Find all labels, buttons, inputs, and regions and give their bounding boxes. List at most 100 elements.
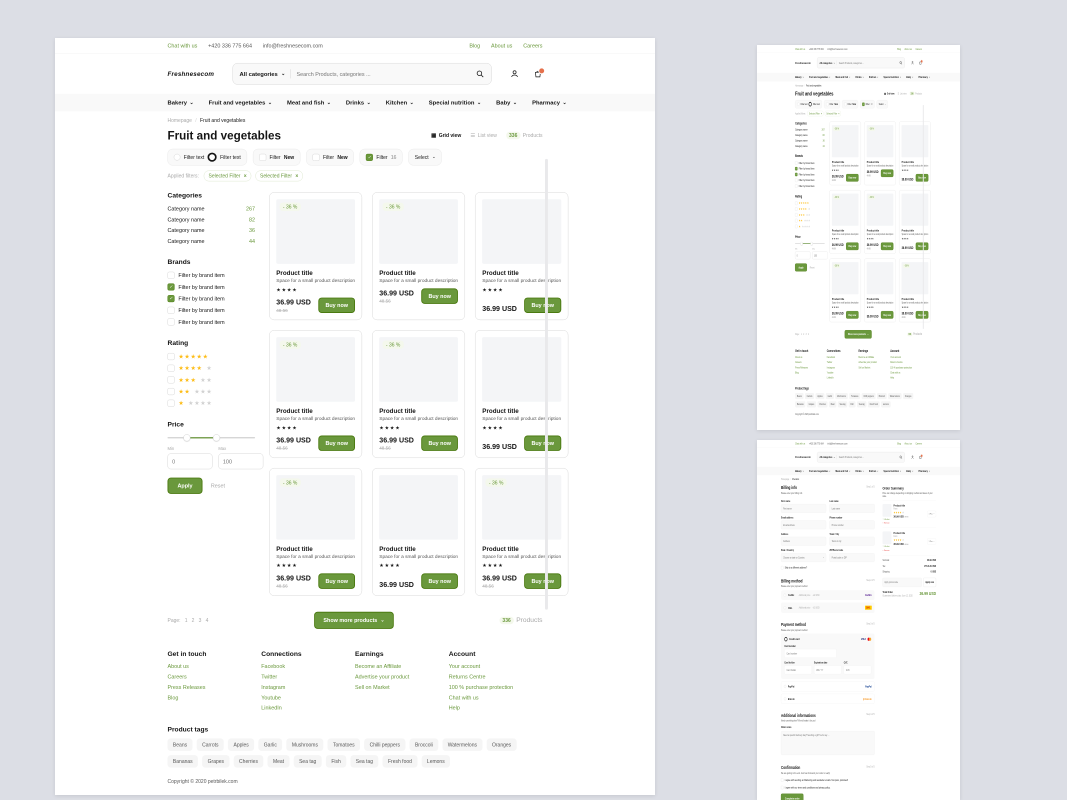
chat-with-us-link[interactable]: Chat with us (795, 47, 806, 51)
product-tag[interactable]: Fresh food (382, 755, 418, 768)
product-tag[interactable]: Cherries (233, 755, 264, 768)
page-number[interactable]: 1 (800, 332, 802, 336)
product-title[interactable]: Product title (901, 160, 914, 164)
buy-now-button[interactable]: Buy now (915, 173, 929, 182)
topbar-link[interactable]: Careers (523, 42, 543, 49)
checkbox-icon[interactable] (795, 178, 798, 183)
checkbox-checked-icon[interactable] (862, 102, 865, 106)
price-range-slider[interactable] (167, 434, 256, 442)
product-tag[interactable]: Fish (848, 401, 856, 408)
checkbox-icon[interactable] (795, 213, 798, 217)
category-filter-item[interactable]: Category name 44 (168, 238, 256, 244)
product-card[interactable]: - 36 % Product title Space for a small p… (475, 468, 569, 596)
footer-link[interactable]: Press Releases (167, 683, 206, 691)
text-input[interactable] (780, 504, 827, 513)
product-tag[interactable]: Tomatoes (327, 738, 361, 751)
rating-filter-item[interactable]: ★★★★ ★ (167, 364, 256, 372)
logo[interactable]: Freshnesecom (795, 455, 811, 459)
rating-filter-item[interactable]: ★★ ★★★ (795, 218, 825, 223)
phone-number[interactable]: +420 336 775 664 (808, 442, 824, 446)
close-icon[interactable]: × (820, 112, 822, 115)
nav-item[interactable]: Kitchen (386, 99, 414, 106)
radio-off-icon[interactable] (173, 153, 181, 161)
product-card[interactable]: - 36 % Product title Space for a small p… (269, 192, 363, 321)
apply-promo-button[interactable]: Apply now (923, 577, 937, 587)
buy-now-button[interactable]: Buy now (846, 310, 859, 319)
nav-item[interactable]: Meat and fish (287, 99, 331, 106)
page-number[interactable]: 3 (198, 617, 202, 624)
product-tag[interactable]: Garlic (825, 392, 834, 400)
footer-link[interactable]: Instagram (261, 683, 286, 691)
product-title[interactable]: Product title (901, 297, 914, 301)
text-input[interactable] (829, 520, 875, 530)
product-tag[interactable]: Chilli peppers (364, 738, 406, 751)
wishlist-link[interactable]: ♡ Wishlist (882, 518, 890, 521)
filter-chip[interactable]: Filter New (252, 148, 301, 166)
text-input[interactable] (780, 536, 827, 546)
rating-filter-item[interactable]: ★★★ ★★ (167, 376, 256, 384)
product-card[interactable]: Product title Space for a small product … (899, 190, 931, 254)
product-tag[interactable]: Sea tag (856, 401, 867, 408)
breadcrumb-home[interactable]: Homepage (795, 84, 804, 88)
agreement-checkbox[interactable]: I agree with sending an Marketing and ne… (780, 778, 875, 782)
footer-link[interactable]: Careers (167, 673, 187, 680)
all-categories-dropdown[interactable]: All categories (819, 456, 834, 459)
user-icon[interactable] (911, 455, 914, 459)
select-dropdown[interactable]: Select (876, 100, 888, 109)
rating-filter-item[interactable]: ★ ★★★★ (167, 399, 256, 407)
checkbox-icon[interactable] (167, 318, 175, 326)
product-title[interactable]: Product title (482, 269, 519, 277)
product-card[interactable]: - 36 % Product title Space for a small p… (829, 258, 861, 323)
product-tag[interactable]: Oranges (486, 738, 517, 751)
remove-link[interactable]: × Remove (882, 549, 890, 552)
product-tag[interactable]: Beans (795, 392, 804, 400)
user-icon[interactable] (911, 61, 914, 66)
category-filter-item[interactable]: Category name 36 (168, 227, 256, 233)
complete-order-button[interactable]: Complete order (780, 793, 804, 800)
product-title[interactable]: Product title (276, 269, 313, 277)
topbar-link[interactable]: Blog (897, 442, 901, 446)
nav-item[interactable]: Baby (496, 99, 517, 106)
product-tag[interactable]: Broccoli (409, 738, 439, 751)
product-tag[interactable]: Mushrooms (835, 392, 848, 400)
shipping-option[interactable]: FedEx Additional price +32 USD FedEx (780, 590, 875, 600)
page-number[interactable]: 2 (803, 332, 805, 336)
agreement-checkbox[interactable]: I agree with our terms and conditions an… (780, 785, 875, 790)
grid-view-button[interactable]: ▦ Grid view (884, 92, 894, 95)
brand-filter-item[interactable]: Filter by brand item (795, 166, 825, 171)
footer-link[interactable]: Youtube (826, 371, 834, 375)
checkbox-icon[interactable] (780, 778, 784, 782)
price-min-input[interactable] (167, 453, 213, 470)
topbar-link[interactable]: Careers (915, 47, 922, 51)
reset-button[interactable]: Reset (809, 265, 815, 269)
checkbox-icon[interactable] (167, 364, 175, 372)
checkbox-icon[interactable] (259, 153, 267, 161)
radio-selected-icon[interactable] (784, 637, 788, 642)
product-card[interactable]: Product title Space for a small product … (899, 121, 931, 186)
footer-link[interactable]: Your account (448, 663, 481, 670)
topbar-link[interactable]: About us (904, 442, 912, 446)
checkbox-icon[interactable] (795, 224, 798, 229)
footer-link[interactable]: Sell on Market (355, 683, 390, 691)
product-tag[interactable]: Tomatoes (849, 392, 861, 400)
page-number[interactable]: 3 (805, 332, 807, 336)
brand-filter-item[interactable]: Filter by brand item (795, 172, 825, 177)
select-dropdown[interactable]: Select (408, 148, 442, 166)
rating-filter-item[interactable]: ★★★★★ (167, 353, 256, 361)
topbar-link[interactable]: Careers (915, 442, 922, 446)
product-tag[interactable]: Fresh food (867, 401, 880, 408)
checkbox-icon[interactable] (795, 172, 798, 177)
checkbox-icon[interactable] (795, 218, 798, 223)
bitcoin-option[interactable]: Bitcoin ₿ bitcoin (780, 693, 875, 704)
nav-item[interactable]: Kitchen (869, 75, 878, 78)
filter-chip-radio-group[interactable]: Filter text Filter text (795, 100, 822, 109)
product-tag[interactable]: Carrots (196, 738, 224, 751)
product-title[interactable]: Product title (379, 407, 416, 415)
show-more-button[interactable]: Show more products (314, 611, 394, 629)
filter-chip[interactable]: Filter New (842, 100, 859, 109)
filter-chip-radio-group[interactable]: Filter text Filter text (167, 148, 247, 166)
brand-filter-item[interactable]: Filter by brand item (167, 283, 256, 291)
footer-link[interactable]: Your account (890, 355, 901, 359)
email-link[interactable]: info@freshnesecom.com (827, 47, 848, 51)
checkbox-icon[interactable] (795, 207, 798, 211)
